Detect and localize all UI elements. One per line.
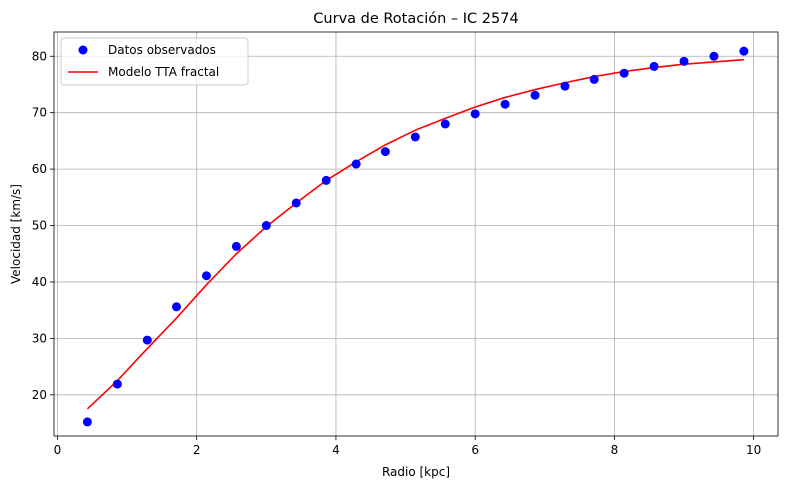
x-tick-label: 0 bbox=[54, 443, 62, 457]
data-point bbox=[112, 379, 122, 389]
data-point bbox=[321, 175, 331, 185]
data-point bbox=[410, 132, 420, 142]
data-point bbox=[649, 61, 659, 71]
data-point bbox=[709, 51, 719, 61]
x-tick-label: 8 bbox=[611, 443, 619, 457]
data-point bbox=[172, 302, 182, 312]
data-point bbox=[500, 99, 510, 109]
data-point bbox=[619, 68, 629, 78]
legend: Datos observados Modelo TTA fractal bbox=[60, 37, 249, 86]
y-tick-label: 80 bbox=[32, 49, 47, 63]
legend-marker-observed bbox=[78, 45, 88, 55]
grid bbox=[54, 32, 778, 436]
y-tick-label: 70 bbox=[32, 106, 47, 120]
data-point bbox=[231, 241, 241, 251]
data-point bbox=[82, 417, 92, 427]
legend-label-observed: Datos observados bbox=[108, 43, 216, 57]
x-tick-label: 6 bbox=[471, 443, 479, 457]
y-tick-label: 20 bbox=[32, 388, 47, 402]
data-point bbox=[530, 90, 540, 100]
data-point bbox=[261, 221, 271, 231]
data-point bbox=[291, 198, 301, 208]
y-tick-label: 40 bbox=[32, 275, 47, 289]
data-point bbox=[470, 109, 480, 119]
y-tick-label: 50 bbox=[32, 219, 47, 233]
data-point bbox=[679, 56, 689, 66]
data-point bbox=[351, 159, 361, 169]
y-axis-ticks: 20 30 40 50 60 70 80 bbox=[32, 49, 54, 402]
chart-title: Curva de Rotación – IC 2574 bbox=[313, 11, 518, 27]
data-point bbox=[440, 119, 450, 129]
data-point bbox=[142, 335, 152, 345]
data-point bbox=[380, 147, 390, 157]
model-curve bbox=[86, 58, 744, 410]
y-axis-label: Velocidad [km/s] bbox=[9, 184, 23, 284]
y-tick-label: 30 bbox=[32, 331, 47, 345]
series-line-group bbox=[86, 58, 744, 410]
data-point bbox=[589, 74, 599, 84]
x-tick-label: 4 bbox=[332, 443, 340, 457]
series-points-group bbox=[82, 46, 749, 427]
data-point bbox=[201, 271, 211, 281]
x-axis-ticks: 0 2 4 6 8 10 bbox=[54, 436, 761, 457]
x-tick-label: 10 bbox=[746, 443, 761, 457]
y-tick-label: 60 bbox=[32, 162, 47, 176]
x-axis-label: Radio [kpc] bbox=[382, 465, 450, 479]
legend-label-model: Modelo TTA fractal bbox=[108, 65, 219, 79]
x-tick-label: 2 bbox=[193, 443, 201, 457]
data-point bbox=[560, 81, 570, 91]
legend-box bbox=[60, 37, 249, 86]
data-point bbox=[739, 46, 749, 56]
plot-frame bbox=[53, 31, 779, 437]
